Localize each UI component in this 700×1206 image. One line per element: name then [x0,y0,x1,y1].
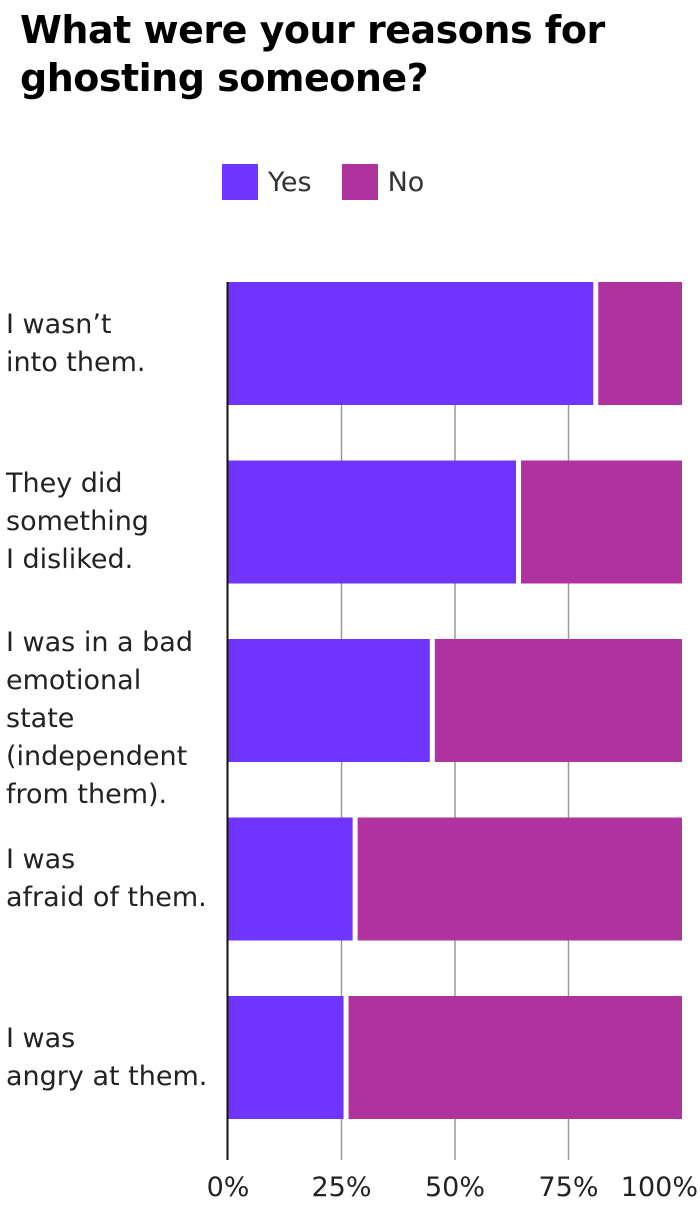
bar-yes-1 [228,460,517,584]
legend-swatch-yes [222,164,258,200]
x-tick-label: 50% [425,1172,485,1203]
bar-yes-3 [228,817,353,941]
category-label: They did something I disliked. [6,468,149,575]
bar-yes-0 [228,282,594,405]
x-tick-label: 25% [311,1172,371,1203]
bar-no-0 [598,282,682,405]
chart-title-line-1: What were your reasons for [20,8,605,52]
legend-item-no: No [341,164,425,200]
bar-yes-4 [228,996,344,1119]
category-label: I was in a bad emotional state (independent… [6,626,193,810]
chart-title: What were your reasons for ghosting some… [20,6,690,102]
bar-no-2 [434,639,682,762]
legend-swatch-no [341,164,378,200]
category-label: I wasn’t into them. [6,308,146,378]
bar-no-3 [357,817,682,941]
category-label: I was angry at them. [6,1022,208,1092]
legend-label-yes: Yes [268,166,312,198]
legend-label-no: No [387,166,425,198]
bar-yes-2 [228,639,430,762]
x-tick-label: 0% [207,1172,250,1203]
legend: Yes No [222,164,454,200]
bar-no-4 [348,996,682,1119]
chart-title-line-2: ghosting someone? [20,56,429,100]
x-tick-label: 75% [538,1172,598,1203]
category-label: I was afraid of them. [6,844,207,913]
bar-no-1 [521,460,682,584]
legend-item-yes: Yes [222,164,312,200]
x-tick-label: 100% [621,1172,698,1203]
